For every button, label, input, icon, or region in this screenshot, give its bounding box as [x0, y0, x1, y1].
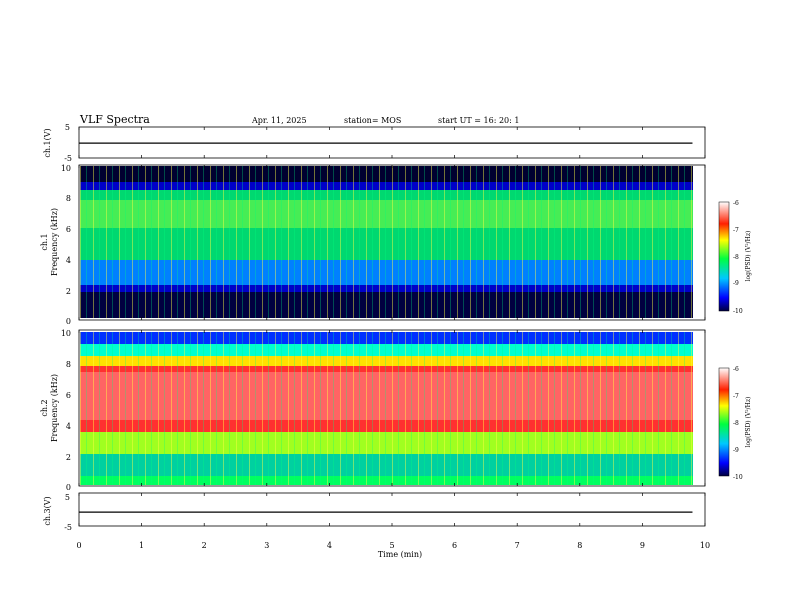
ch2-cbar-tick-10: -10 — [733, 474, 743, 481]
ch2-cbar-tick-7: -7 — [733, 393, 739, 400]
x-tick-label: 3 — [264, 541, 269, 550]
ch1-ytick-10: 10 — [61, 164, 71, 173]
ch2-cbar-tick-6: -6 — [733, 366, 739, 373]
ch2-colorbar-label: log(PSD) (V²/Hz) — [745, 397, 752, 448]
ch2-cbar-tick-9: -9 — [733, 447, 739, 454]
ch1-spectrogram-panel: 10 8 6 4 2 0 ch.1 Frequency (kHz) — [40, 164, 706, 326]
date-label: Apr. 11, 2025 — [251, 116, 307, 125]
ch1-cbar-tick-8: -8 — [733, 254, 739, 261]
ch1-waveform-ylabel: ch.1(V) — [43, 128, 52, 157]
x-tick-label: 5 — [389, 541, 394, 550]
ch2-ytick-0: 0 — [66, 483, 71, 492]
ch1-waveform-panel: 5 -5 ch.1(V) — [43, 123, 706, 163]
ch1-ytick-0: 0 — [66, 317, 71, 326]
x-tick-label: 10 — [700, 541, 710, 550]
ch1-ytick-minus5: -5 — [64, 154, 72, 163]
ch1-cbar-tick-9: -9 — [733, 280, 739, 287]
x-axis: 0 1 2 3 4 5 6 7 8 9 10 — [76, 127, 710, 550]
chart-title: VLF Spectra — [79, 113, 150, 126]
x-tick-label: 0 — [76, 541, 81, 550]
x-tick-label: 1 — [139, 541, 144, 550]
x-axis-label: Time (min) — [378, 550, 422, 559]
ch1-ytick-8: 8 — [66, 194, 71, 203]
ch3-waveform-frame — [78, 492, 706, 527]
ch3-waveform-panel: 5 -5 ch.3(V) — [43, 492, 706, 532]
ch2-cbar-tick-8: -8 — [733, 420, 739, 427]
x-tick-label: 8 — [577, 541, 582, 550]
ch2-colorbar-gradient — [718, 367, 730, 477]
ch2-spectrogram-panel: 10 8 6 4 2 0 ch.2 Frequency (kHz) — [40, 329, 706, 492]
ch2-streaks — [80, 332, 693, 485]
ch1-ylabel-channel: ch.1 — [40, 233, 49, 250]
ch1-cbar-tick-7: -7 — [733, 227, 739, 234]
ch3-ytick-5: 5 — [65, 493, 70, 502]
x-tick-label: 6 — [452, 541, 457, 550]
ch2-ytick-4: 4 — [66, 422, 71, 431]
ch2-ytick-8: 8 — [66, 360, 71, 369]
x-tick-label: 4 — [327, 541, 332, 550]
ch1-ytick-5: 5 — [65, 123, 70, 132]
start-time-label: start UT = 16: 20: 1 — [438, 116, 519, 125]
ch2-ytick-6: 6 — [66, 391, 71, 400]
x-tick-label: 2 — [202, 541, 207, 550]
ch3-waveform-ylabel: ch.3(V) — [43, 496, 52, 525]
ch1-colorbar: -6 -7 -8 -9 -10 log(PSD) (V²/Hz) — [718, 200, 752, 315]
ch2-ylabel-channel: ch.2 — [40, 399, 49, 416]
ch2-colorbar: -6 -7 -8 -9 -10 log(PSD) (V²/Hz) — [718, 366, 752, 481]
x-tick-label: 9 — [640, 541, 645, 550]
ch1-ylabel-frequency: Frequency (kHz) — [50, 208, 59, 276]
ch1-ytick-2: 2 — [66, 287, 71, 296]
ch1-cbar-tick-10: -10 — [733, 308, 743, 315]
ch1-colorbar-gradient — [718, 201, 730, 312]
ch1-colorbar-label: log(PSD) (V²/Hz) — [745, 231, 752, 282]
station-label: station= MOS — [344, 116, 401, 125]
ch2-ytick-10: 10 — [61, 329, 71, 338]
ch2-ytick-2: 2 — [66, 453, 71, 462]
ch3-ytick-minus5: -5 — [64, 523, 72, 532]
ch1-cbar-tick-6: -6 — [733, 200, 739, 207]
ch1-ytick-6: 6 — [66, 225, 71, 234]
ch1-streaks — [80, 166, 693, 318]
x-tick-label: 7 — [515, 541, 520, 550]
ch2-ylabel-frequency: Frequency (kHz) — [50, 374, 59, 442]
ch1-ytick-4: 4 — [66, 256, 71, 265]
